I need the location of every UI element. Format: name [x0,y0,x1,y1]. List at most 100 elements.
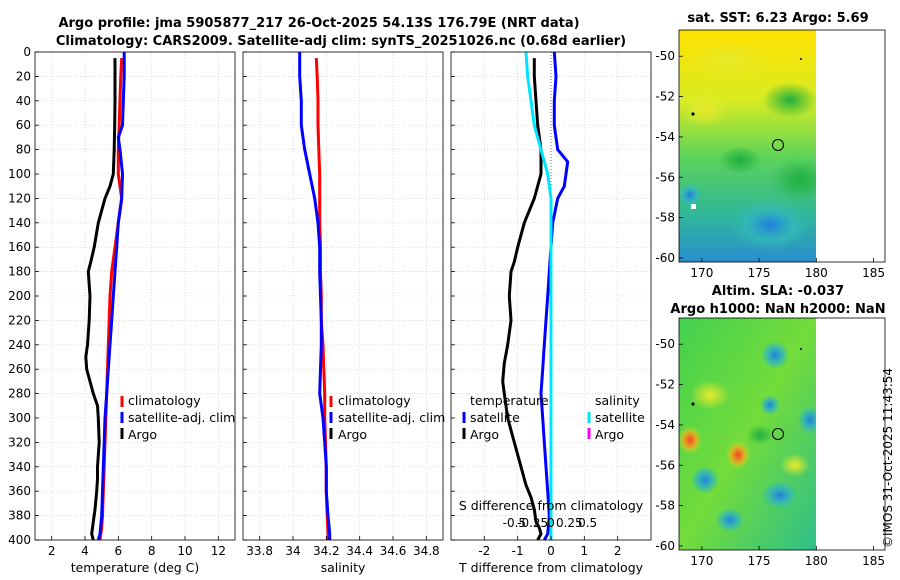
legend-label-climatology: climatology [128,393,201,408]
difference-panel: -2 -1 0 1 2 T difference from climatology S di… [450,51,652,575]
temperature-panel: 2 4 6 8 10 1202040608010012014016018020022024… [8,45,236,575]
sla-map-title-line1: Altim. SLA: -0.037 [712,284,844,299]
map-y-tick-label: -52 [655,378,675,392]
secondary-tick-label: 0.5 [578,516,597,530]
legend-label-argo: Argo [128,427,157,442]
figure-title-line2: Climatology: CARS2009. Satellite-adj cli… [56,34,626,49]
legend-label-satellite: satellite-adj. clim [338,410,445,425]
map-x-tick-label: 180 [805,266,828,280]
legend-label-sal-satellite: satellite [595,410,645,425]
legend-label-temp-satellite: satellite [470,410,520,425]
y-tick-label: 120 [8,191,31,205]
legend-label-temp-argo: Argo [470,427,499,442]
y-tick-label: 360 [8,484,31,498]
salinity-legend: climatology satellite-adj. clim Argo [329,393,445,442]
legend-label-climatology: climatology [338,393,411,408]
coast-dot [800,348,802,350]
x-tick-label: 34.4 [346,544,373,558]
secondary-tick-label: 0.25 [556,516,583,530]
argo-float-marker-sst [772,139,784,151]
y-tick-label: 320 [8,435,31,449]
legend-label-sal-argo: Argo [595,427,624,442]
x-tick-label: 34.8 [413,544,440,558]
x-tick-label: 8 [148,544,156,558]
sla-map-frame [678,317,886,551]
y-tick-label: 40 [16,94,31,108]
map-x-tick-label: 185 [862,554,885,568]
sst-field [679,30,816,262]
salinity-panel: 33.8 34 34.2 34.4 34.6 34.8 salinity [242,51,444,575]
x-tick-label: -2 [478,544,490,558]
map-y-tick-label: -58 [655,211,675,225]
x-tick-label: 34.6 [380,544,407,558]
map-y-tick-label: -56 [655,458,675,472]
map-y-tick-label: -58 [655,499,675,513]
legend-label-argo: Argo [338,427,367,442]
imos-timestamp-text: ©IMOS 31-Oct-2025 11:43:54 [881,368,895,548]
sst-axes: 170 175 180 185 -50 -52 -54 -56 -58 -60 [655,49,885,280]
x-tick-label: 2 [48,544,56,558]
sst-map: 170 175 180 185 -50 -52 -54 -56 -58 -60 [655,29,886,280]
x-tick-label: 33.8 [246,544,273,558]
sst-map-title: sat. SST: 6.23 Argo: 5.69 [687,11,868,26]
y-tick-label: 220 [8,313,31,327]
temperature-legend: climatology satellite-adj. clim Argo [120,393,235,442]
y-tick-label: 300 [8,411,31,425]
y-tick-label: 180 [8,265,31,279]
sla-map: 170 175 180 185 -50 -52 -54 -56 -58 -60 [655,317,886,568]
sla-axes: 170 175 180 185 -50 -52 -54 -56 -58 -60 [655,337,885,568]
secondary-tick-label: 0 [547,516,555,530]
x-tick-label: -1 [512,544,524,558]
sla-field [679,318,816,550]
x-tick-label: 6 [115,544,123,558]
y-tick-label: 140 [8,216,31,230]
x-tick-label: 2 [614,544,622,558]
x-tick-label: 34.2 [313,544,340,558]
map-y-tick-label: -50 [655,49,675,63]
difference-legend: temperature satellite Argo salinity sate… [462,393,645,442]
y-tick-label: 400 [8,533,31,547]
map-x-tick-label: 175 [748,554,771,568]
legend-title-temperature: temperature [470,393,549,408]
secondary-tick-label: -0.25 [517,516,548,530]
y-tick-label: 160 [8,240,31,254]
y-tick-label: 200 [8,289,31,303]
series-argo [84,58,117,541]
legend-label-satellite: satellite-adj. clim [128,410,235,425]
map-y-tick-label: -56 [655,170,675,184]
y-tick-label: 380 [8,509,31,523]
map-y-tick-label: -54 [655,130,675,144]
series-temperature-argo [501,58,543,541]
x-tick-label: 0 [547,544,555,558]
y-tick-label: 280 [8,387,31,401]
map-y-tick-label: -60 [655,251,675,265]
y-tick-label: 260 [8,362,31,376]
y-tick-label: 340 [8,460,31,474]
map-x-tick-label: 170 [690,266,713,280]
series-satellite-adj-clim [298,52,332,540]
series-salinity-satellite [524,51,553,540]
y-tick-label: 0 [23,45,31,59]
x-tick-label: 1 [581,544,589,558]
coast-dot [691,112,695,116]
y-tick-label: 20 [16,69,31,83]
map-y-tick-label: -60 [655,539,675,553]
y-tick-label: 240 [8,338,31,352]
map-y-tick-label: -52 [655,90,675,104]
sst-map-frame [678,29,886,263]
y-tick-label: 100 [8,167,31,181]
y-tick-label: 80 [16,143,31,157]
map-x-tick-label: 170 [690,554,713,568]
figure-title-line1: Argo profile: jma 5905877_217 26-Oct-202… [58,16,579,31]
y-tick-label: 60 [16,118,31,132]
series-satellite-adj-clim [96,52,126,541]
x-tick-label: 12 [211,544,226,558]
map-y-tick-label: -54 [655,418,675,432]
secondary-axis-label: S difference from climatology [459,498,644,513]
series-temperature-satellite [539,51,570,541]
x-axis-label: T difference from climatology [458,560,644,575]
coast-dot [691,402,695,406]
x-tick-label: 4 [81,544,89,558]
secondary-tick-label: -0.5 [503,516,526,530]
